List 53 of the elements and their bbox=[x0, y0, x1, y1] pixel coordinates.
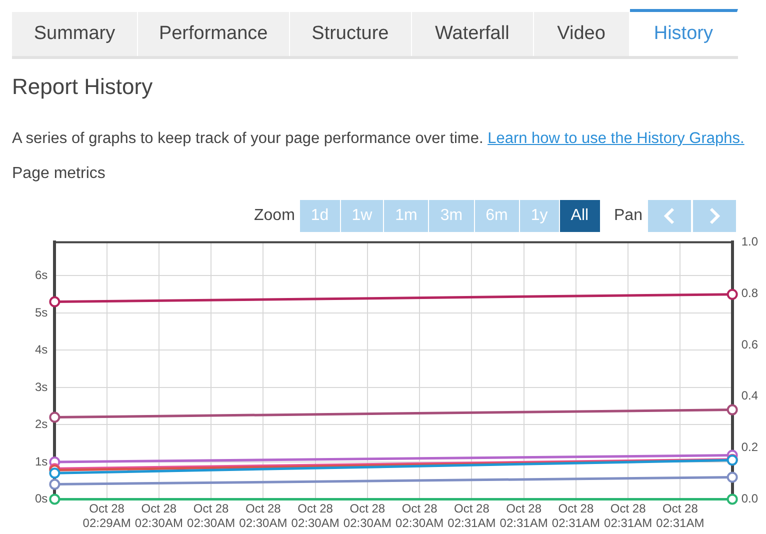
x-tick-label: Oct 28 02:30AM bbox=[343, 502, 392, 530]
y2-tick-label: 0.4 bbox=[741, 388, 758, 403]
y-tick-label: 0s bbox=[34, 492, 48, 506]
chart-subtitle: A series of graphs to keep track of your page performance over time. bbox=[12, 130, 484, 147]
point bbox=[49, 296, 60, 308]
y-tick-label: 6s bbox=[34, 268, 48, 282]
point bbox=[726, 494, 738, 505]
x-tick-label: Oct 28 02:30AM bbox=[187, 502, 236, 530]
x-tick-label: Oct 28 02:31AM bbox=[500, 502, 548, 530]
point bbox=[726, 288, 738, 300]
text: 1d bbox=[300, 200, 340, 232]
x-tick-label: Oct 28 02:29AM bbox=[82, 502, 131, 530]
text: Pan bbox=[614, 207, 642, 225]
y-tick-label: 3s bbox=[34, 380, 48, 394]
text: 3m bbox=[429, 200, 474, 232]
point bbox=[726, 472, 738, 483]
x-tick-label: Oct 28 02:30AM bbox=[396, 502, 444, 530]
y2-tick-label: 0.8 bbox=[741, 286, 758, 300]
text: Page metrics bbox=[12, 165, 106, 183]
y2-tick-label: 0.0 bbox=[741, 492, 758, 506]
point bbox=[49, 468, 60, 479]
text: 6m bbox=[474, 200, 519, 232]
text: 1y bbox=[520, 200, 559, 232]
y-tick-label: 1s bbox=[34, 454, 48, 468]
x-tick-label: Oct 28 02:31AM bbox=[552, 502, 600, 530]
point bbox=[49, 494, 60, 505]
text: 1m bbox=[384, 200, 428, 232]
point bbox=[49, 478, 60, 490]
x-tick-label: Oct 28 02:30AM bbox=[291, 502, 340, 530]
x-tick-label: Oct 28 02:30AM bbox=[134, 502, 183, 530]
y2-tick-label: 0.2 bbox=[741, 440, 758, 454]
point bbox=[49, 412, 60, 423]
chart-title: Report History bbox=[12, 74, 153, 100]
x-tick-label: Oct 28 02:31AM bbox=[448, 502, 496, 530]
text: Zoom bbox=[254, 207, 295, 225]
y-tick-label: 4s bbox=[34, 342, 48, 357]
text: Performance bbox=[138, 12, 290, 56]
point bbox=[726, 404, 738, 416]
text: All bbox=[560, 200, 600, 232]
x-tick-label: Oct 28 02:30AM bbox=[239, 502, 288, 530]
y-tick-label: 5s bbox=[34, 305, 48, 320]
x-tick-label: Oct 28 02:31AM bbox=[604, 502, 652, 530]
text: Video bbox=[534, 12, 630, 56]
text: 1w bbox=[340, 200, 384, 232]
text: Learn how to use the History Graphs. bbox=[488, 130, 744, 147]
text: Summary bbox=[12, 12, 138, 56]
x-tick-label: Oct 28 02:31AM bbox=[656, 502, 704, 530]
text: Waterfall bbox=[412, 12, 534, 56]
y2-tick-label: 0.6 bbox=[741, 337, 758, 352]
text: Structure bbox=[290, 12, 412, 56]
y2-tick-label: 1.0 bbox=[741, 234, 758, 249]
text: History bbox=[630, 9, 738, 56]
y-tick-label: 2s bbox=[34, 417, 48, 432]
